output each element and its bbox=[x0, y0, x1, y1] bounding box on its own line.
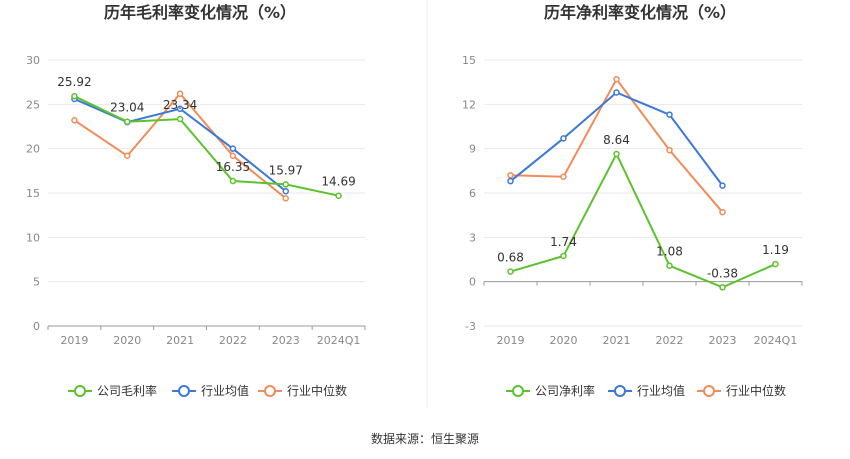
gross-margin-data-label: 14.69 bbox=[321, 175, 355, 189]
gross-margin-data-point bbox=[176, 115, 184, 123]
gross-margin-x-tick-label: 2021 bbox=[166, 334, 194, 347]
gross-margin-legend-marker[interactable] bbox=[264, 385, 276, 397]
gross-margin-data-label: 15.97 bbox=[269, 163, 303, 177]
gross-margin-data-point bbox=[229, 152, 237, 160]
net-margin-data-point bbox=[560, 135, 567, 142]
source-name: 恒生聚源 bbox=[431, 432, 480, 446]
gross-margin-y-tick-label: 5 bbox=[33, 276, 40, 289]
gross-margin-legend-marker[interactable] bbox=[74, 385, 86, 397]
net-margin-legend-marker[interactable] bbox=[703, 385, 715, 397]
gross-margin-y-tick-label: 0 bbox=[33, 320, 40, 333]
net-margin-chart-title: 历年净利率变化情况（%） bbox=[544, 3, 736, 22]
gross-margin-data-point bbox=[282, 195, 289, 202]
gross-margin-series-line-0 bbox=[73, 95, 339, 197]
net-margin-legend-marker[interactable] bbox=[512, 385, 524, 397]
gross-margin-legend-label: 行业中位数 bbox=[287, 383, 347, 398]
gross-margin-data-point bbox=[229, 177, 237, 185]
net-margin-data-point bbox=[613, 75, 620, 83]
data-source: 数据来源：恒生聚源 bbox=[0, 430, 850, 447]
net-margin-data-point bbox=[772, 260, 779, 268]
gross-margin-series-line-1 bbox=[73, 98, 287, 192]
gross-margin-legend-label: 行业均值 bbox=[201, 383, 249, 398]
net-margin-y-tick-label: 9 bbox=[469, 143, 476, 156]
gross-margin-x-tick-label: 2020 bbox=[113, 334, 141, 347]
net-margin-data-point bbox=[719, 182, 726, 189]
gross-margin-data-point bbox=[71, 92, 78, 100]
net-margin-y-tick-label: 12 bbox=[462, 98, 476, 111]
net-margin-data-point bbox=[507, 172, 514, 179]
net-margin-legend-marker[interactable] bbox=[614, 385, 626, 397]
gross-margin-y-tick-label: 25 bbox=[26, 98, 40, 111]
source-prefix: 数据来源： bbox=[370, 432, 431, 446]
net-margin-y-tick-label: -3 bbox=[465, 320, 476, 333]
net-margin-y-tick-label: 15 bbox=[462, 54, 476, 67]
gross-margin-data-point bbox=[124, 152, 131, 160]
gross-margin-x-tick-label: 2019 bbox=[60, 334, 88, 347]
net-margin-data-point bbox=[507, 268, 514, 275]
net-margin-data-label: 1.74 bbox=[550, 235, 577, 249]
net-margin-data-point bbox=[666, 146, 673, 154]
net-margin-data-label: -0.38 bbox=[707, 266, 738, 280]
net-margin-data-point bbox=[613, 150, 620, 158]
gross-margin-data-point bbox=[282, 187, 289, 195]
net-margin-y-tick-label: 6 bbox=[469, 187, 476, 200]
gross-margin-x-tick-label: 2023 bbox=[272, 334, 300, 347]
gross-margin-data-point bbox=[335, 192, 342, 199]
gross-margin-x-tick-label: 2022 bbox=[219, 334, 247, 347]
net-margin-legend-label: 行业均值 bbox=[637, 383, 685, 398]
gross-margin-y-tick-label: 15 bbox=[26, 187, 40, 200]
gross-margin-data-point bbox=[71, 117, 78, 124]
net-margin-data-point bbox=[719, 284, 726, 291]
net-margin-series-line-0 bbox=[510, 151, 776, 289]
net-margin-x-tick-label: 2022 bbox=[656, 334, 684, 347]
gross-margin-x-tick-label: 2024Q1 bbox=[317, 334, 361, 347]
net-margin-legend-label: 公司净利率 bbox=[535, 383, 595, 398]
gross-margin-y-tick-label: 10 bbox=[26, 231, 40, 244]
net-margin-data-point bbox=[666, 111, 673, 118]
net-margin-data-point bbox=[507, 177, 514, 185]
gross-margin-data-point bbox=[229, 145, 237, 152]
net-margin-x-tick-label: 2019 bbox=[497, 334, 525, 347]
gross-margin-data-label: 23.04 bbox=[110, 101, 144, 115]
net-margin-data-label: 0.68 bbox=[497, 251, 524, 265]
gross-margin-data-point bbox=[176, 105, 184, 113]
gross-margin-chart-title: 历年毛利率变化情况（%） bbox=[104, 3, 296, 22]
net-margin-data-point bbox=[560, 252, 567, 260]
net-margin-legend-label: 行业中位数 bbox=[726, 383, 786, 398]
net-margin-data-label: 1.08 bbox=[656, 245, 683, 259]
gross-margin-data-point bbox=[282, 181, 289, 188]
net-margin-data-point bbox=[719, 208, 726, 216]
net-margin-data-point bbox=[666, 262, 673, 269]
net-margin-x-tick-label: 2024Q1 bbox=[754, 334, 798, 347]
gross-margin-legend-marker[interactable] bbox=[178, 385, 190, 397]
net-margin-data-label: 8.64 bbox=[603, 133, 630, 147]
net-margin-x-tick-label: 2021 bbox=[603, 334, 631, 347]
net-margin-y-tick-label: 0 bbox=[469, 276, 476, 289]
net-margin-x-tick-label: 2023 bbox=[709, 334, 737, 347]
gross-margin-y-tick-label: 20 bbox=[26, 143, 40, 156]
gross-margin-data-label: 16.35 bbox=[216, 160, 250, 174]
gross-margin-data-label: 25.92 bbox=[57, 75, 91, 89]
gross-margin-data-point bbox=[124, 118, 131, 125]
gross-margin-y-tick-label: 30 bbox=[26, 54, 40, 67]
gross-margin-data-point bbox=[176, 90, 184, 97]
net-margin-data-point bbox=[613, 89, 620, 96]
net-margin-data-point bbox=[560, 173, 567, 180]
gross-margin-legend-label: 公司毛利率 bbox=[97, 383, 157, 398]
gross-margin-data-label: 23.34 bbox=[163, 98, 197, 112]
net-margin-data-label: 1.19 bbox=[762, 243, 789, 257]
net-margin-x-tick-label: 2020 bbox=[550, 334, 578, 347]
net-margin-y-tick-label: 3 bbox=[469, 231, 476, 244]
